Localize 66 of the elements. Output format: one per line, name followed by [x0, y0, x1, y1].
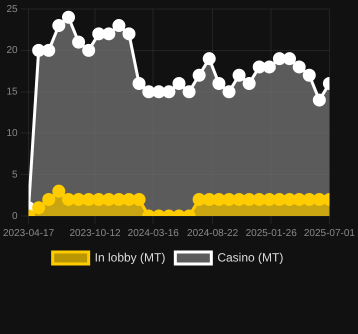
point — [32, 44, 46, 57]
point — [202, 52, 216, 66]
point — [312, 94, 326, 107]
legend-label: In lobby (MT) — [94, 250, 166, 264]
x-tick-label: 2024-08-22 — [187, 228, 239, 239]
point — [262, 192, 276, 206]
x-tick-label: 2023-04-17 — [3, 228, 55, 239]
legend-label: Casino (MT) — [217, 250, 284, 264]
point — [212, 192, 226, 206]
x-tick-label: 2025-01-26 — [246, 228, 298, 239]
point — [222, 85, 236, 98]
point — [112, 19, 126, 32]
y-tick-label: 25 — [6, 4, 18, 15]
point — [162, 85, 176, 98]
point — [272, 192, 286, 206]
point — [232, 68, 246, 82]
point — [42, 192, 56, 206]
y-tick-label: 20 — [6, 45, 18, 56]
point — [292, 192, 306, 206]
x-tick-label: 2025-07-01 — [304, 228, 356, 239]
point — [172, 77, 186, 90]
y-tick-label: 5 — [12, 169, 18, 180]
point — [242, 192, 256, 206]
point — [262, 60, 276, 74]
point — [42, 44, 56, 57]
point — [102, 27, 116, 40]
y-tick-label: 15 — [6, 86, 18, 98]
point — [92, 192, 106, 206]
x-tick-label: 2023-10-12 — [69, 228, 122, 239]
point — [242, 77, 256, 90]
point — [132, 192, 146, 206]
point — [282, 52, 296, 66]
point — [212, 77, 226, 90]
point — [292, 60, 306, 74]
point — [52, 184, 66, 198]
point — [82, 44, 96, 57]
point — [152, 85, 166, 98]
point — [272, 52, 286, 66]
point — [62, 10, 76, 24]
point — [112, 192, 126, 206]
point — [132, 77, 146, 90]
point — [252, 60, 266, 74]
point — [142, 85, 156, 98]
point — [282, 192, 296, 206]
x-tick-label: 2024-03-16 — [128, 228, 180, 239]
point — [62, 192, 76, 206]
point — [252, 192, 266, 206]
point — [102, 192, 116, 206]
point — [182, 85, 196, 98]
point — [222, 192, 236, 206]
point — [302, 192, 316, 206]
point — [72, 36, 86, 49]
point — [232, 192, 246, 206]
point — [192, 192, 206, 206]
point — [122, 192, 136, 206]
point — [52, 19, 66, 32]
point — [72, 192, 86, 206]
point — [192, 68, 206, 82]
point — [92, 27, 106, 40]
point — [302, 68, 316, 82]
point — [82, 192, 96, 206]
point — [122, 27, 136, 40]
y-tick-label: 0 — [12, 210, 18, 222]
point — [312, 192, 326, 206]
y-tick-label: 10 — [6, 128, 18, 139]
point — [32, 201, 46, 214]
